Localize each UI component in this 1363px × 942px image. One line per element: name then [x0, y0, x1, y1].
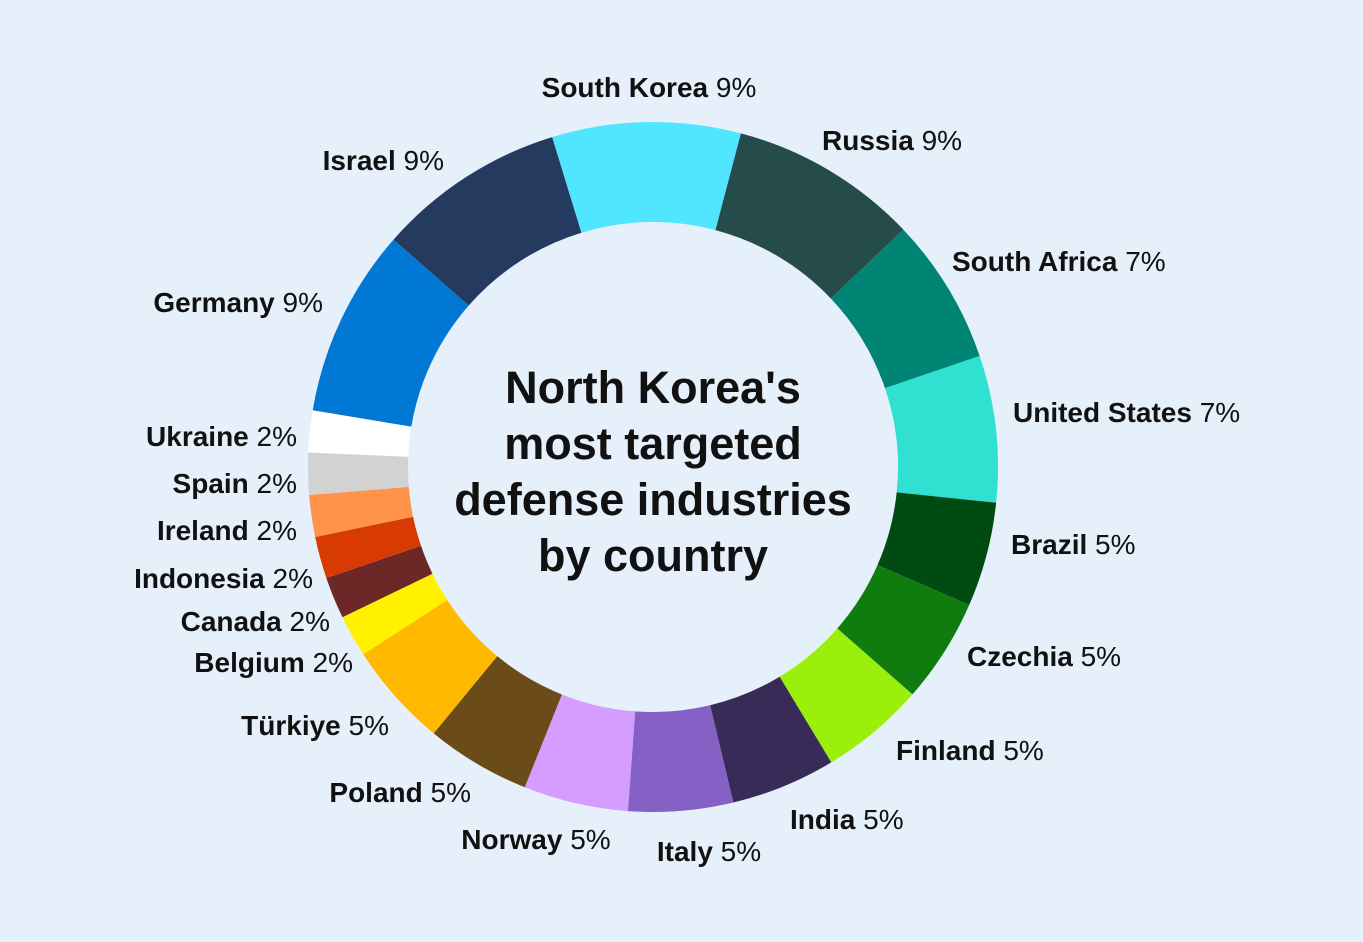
slice-turkiye — [363, 600, 498, 734]
slice-spain — [308, 452, 409, 495]
donut-slices — [308, 122, 998, 813]
label-name: Belgium — [194, 647, 312, 678]
label-indonesia: Indonesia 2% — [134, 563, 313, 594]
label-canada: Canada 2% — [181, 606, 330, 637]
slice-india — [710, 676, 832, 803]
label-value: 2% — [290, 606, 330, 637]
slice-ukraine — [308, 410, 412, 457]
slice-indonesia — [315, 516, 422, 578]
label-finland: Finland 5% — [896, 735, 1044, 766]
slice-israel — [393, 137, 582, 306]
slice-poland — [433, 656, 562, 788]
label-name: Indonesia — [134, 563, 272, 594]
label-name: Türkiye — [241, 710, 348, 741]
label-value: 2% — [257, 421, 297, 452]
label-value: 5% — [349, 710, 389, 741]
label-name: South Korea — [542, 72, 716, 103]
slice-russia — [715, 133, 904, 299]
label-name: Spain — [173, 468, 257, 499]
label-value: 7% — [1200, 397, 1240, 428]
label-name: India — [790, 804, 863, 835]
label-value: 9% — [404, 145, 444, 176]
label-value: 5% — [570, 824, 610, 855]
label-poland: Poland 5% — [329, 777, 471, 808]
label-south-africa: South Africa 7% — [952, 246, 1166, 277]
slice-italy — [627, 705, 734, 813]
label-italy: Italy 5% — [657, 836, 761, 867]
slice-brazil — [877, 492, 997, 606]
label-turkiye: Türkiye 5% — [241, 710, 389, 741]
label-value: 5% — [721, 836, 761, 867]
label-value: 5% — [1095, 529, 1135, 560]
chart-title: North Korea's most targeted defense indust… — [454, 362, 852, 581]
label-value: 2% — [273, 563, 313, 594]
label-value: 9% — [283, 287, 323, 318]
label-united-states: United States 7% — [1013, 397, 1240, 428]
label-spain: Spain 2% — [173, 468, 297, 499]
slice-south-korea — [552, 122, 741, 233]
label-name: Czechia — [967, 641, 1081, 672]
slice-belgium — [342, 573, 448, 655]
label-value: 7% — [1125, 246, 1165, 277]
chart-title-line: North Korea's — [505, 362, 801, 413]
label-name: Italy — [657, 836, 721, 867]
label-belgium: Belgium 2% — [194, 647, 353, 678]
label-ukraine: Ukraine 2% — [146, 421, 297, 452]
label-name: Canada — [181, 606, 290, 637]
label-value: 5% — [1003, 735, 1043, 766]
label-value: 9% — [922, 125, 962, 156]
chart-title-line: most targeted — [504, 418, 802, 469]
label-name: Finland — [896, 735, 1003, 766]
label-russia: Russia 9% — [822, 125, 962, 156]
label-value: 9% — [716, 72, 756, 103]
label-brazil: Brazil 5% — [1011, 529, 1136, 560]
label-name: Ireland — [157, 515, 257, 546]
slice-labels: South Korea 9%Russia 9%South Africa 7%Un… — [134, 72, 1240, 867]
slice-canada — [326, 545, 433, 618]
chart-title-line: by country — [538, 530, 768, 581]
label-ireland: Ireland 2% — [157, 515, 297, 546]
label-israel: Israel 9% — [323, 145, 444, 176]
slice-czechia — [837, 565, 970, 695]
label-value: 5% — [431, 777, 471, 808]
label-value: 2% — [313, 647, 353, 678]
label-name: Brazil — [1011, 529, 1095, 560]
label-value: 5% — [863, 804, 903, 835]
label-name: Russia — [822, 125, 922, 156]
label-india: India 5% — [790, 804, 904, 835]
label-name: Ukraine — [146, 421, 257, 452]
label-value: 2% — [257, 515, 297, 546]
slice-south-africa — [830, 229, 980, 389]
slice-ireland — [309, 486, 414, 537]
label-name: United States — [1013, 397, 1200, 428]
slice-united-states — [884, 356, 998, 503]
label-germany: Germany 9% — [153, 287, 323, 318]
slice-finland — [779, 628, 913, 763]
label-name: South Africa — [952, 246, 1125, 277]
label-name: Norway — [461, 824, 570, 855]
slice-norway — [524, 694, 636, 812]
label-czechia: Czechia 5% — [967, 641, 1121, 672]
label-name: Germany — [153, 287, 282, 318]
label-norway: Norway 5% — [461, 824, 610, 855]
label-name: Poland — [329, 777, 430, 808]
label-south-korea: South Korea 9% — [542, 72, 757, 103]
chart-title-line: defense industries — [454, 474, 852, 525]
label-name: Israel — [323, 145, 404, 176]
label-value: 2% — [257, 468, 297, 499]
label-value: 5% — [1081, 641, 1121, 672]
slice-germany — [312, 239, 469, 427]
